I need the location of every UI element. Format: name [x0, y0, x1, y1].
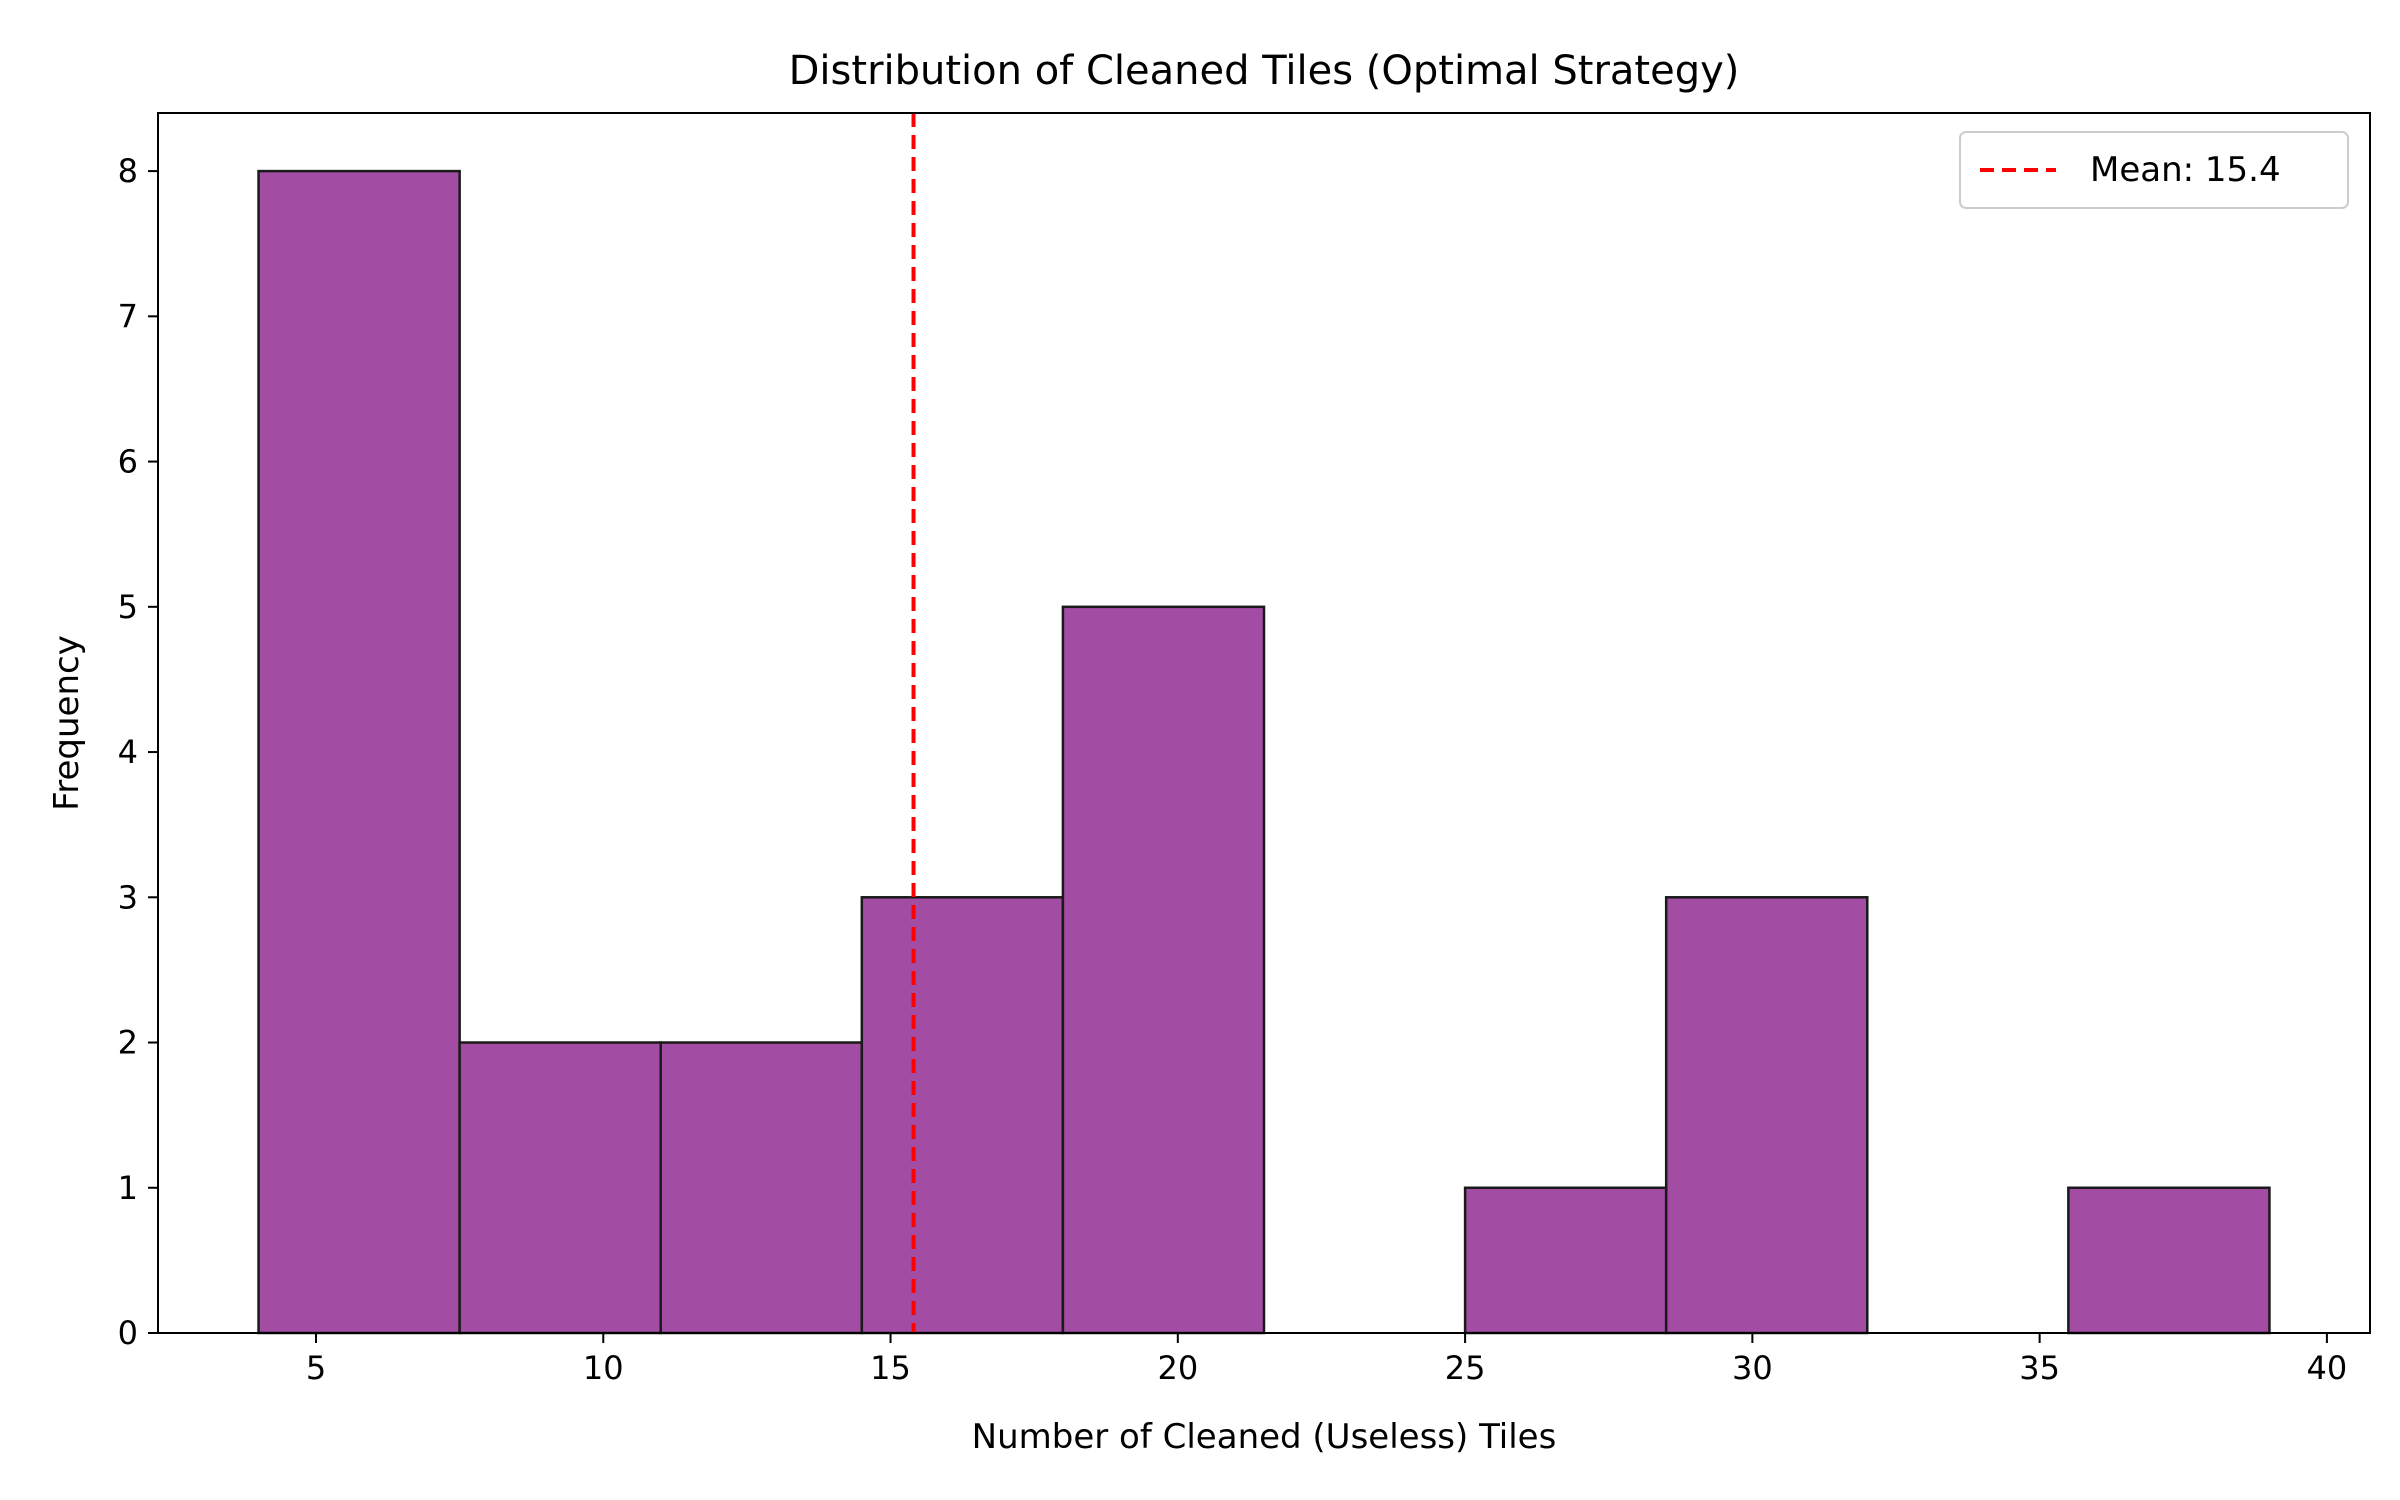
histogram-bar [458, 1041, 662, 1335]
chart-title: Distribution of Cleaned Tiles (Optimal S… [789, 48, 1740, 94]
histogram-bar [257, 169, 461, 1335]
y-tick-label: 6 [118, 443, 138, 481]
histogram-bar [659, 1041, 864, 1335]
x-tick-label: 40 [2307, 1349, 2348, 1387]
histogram-bar [860, 896, 1065, 1335]
x-tick-label: 25 [1445, 1349, 1486, 1387]
x-axis-label: Number of Cleaned (Useless) Tiles [972, 1417, 1557, 1457]
y-tick-label: 1 [118, 1169, 138, 1207]
y-tick-label: 3 [118, 878, 138, 916]
x-axis-ticks: 5 10 15 20 25 30 35 40 [306, 1333, 2347, 1387]
legend-mean-label: Mean: 15.4 [2090, 150, 2281, 190]
y-tick-label: 8 [118, 152, 138, 190]
histogram-bar [2067, 1186, 2271, 1335]
x-tick-label: 30 [1732, 1349, 1773, 1387]
x-tick-label: 20 [1157, 1349, 1198, 1387]
x-tick-label: 35 [2019, 1349, 2060, 1387]
bars-group [257, 169, 2271, 1335]
plot-frame [157, 112, 2371, 1334]
legend: Mean: 15.4 [1959, 131, 2349, 209]
y-tick-label: 7 [118, 297, 138, 335]
x-tick-label: 5 [306, 1349, 326, 1387]
x-tick-label: 15 [870, 1349, 911, 1387]
histogram-bar [1463, 1186, 1668, 1335]
y-axis-ticks: 0 1 2 3 4 5 6 7 8 [118, 152, 158, 1352]
x-tick-label: 10 [583, 1349, 624, 1387]
y-tick-label: 4 [118, 733, 138, 771]
y-tick-label: 2 [118, 1024, 138, 1062]
histogram-bar [1664, 896, 1869, 1335]
histogram-bar [1061, 605, 1266, 1335]
y-axis-label: Frequency [47, 635, 87, 811]
y-tick-label: 5 [118, 588, 138, 626]
legend-box [1959, 131, 2349, 209]
y-tick-label: 0 [118, 1314, 138, 1352]
